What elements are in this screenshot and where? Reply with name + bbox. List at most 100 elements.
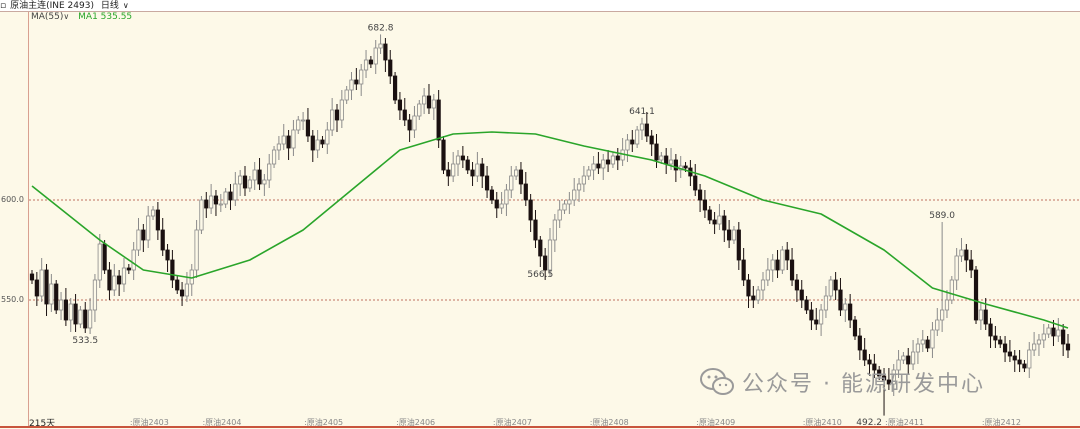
candle-up — [1027, 349, 1032, 369]
candle-up — [39, 269, 44, 297]
candle-up — [572, 189, 577, 201]
candle-up — [363, 59, 369, 71]
candle-down — [664, 155, 669, 165]
candle-up — [756, 289, 761, 301]
candle-up — [717, 215, 722, 225]
candle-down — [707, 209, 712, 221]
candle-down — [1051, 327, 1056, 337]
bottom-border — [0, 426, 1080, 428]
candle-up — [562, 203, 567, 211]
candle-down — [494, 199, 499, 209]
candle-down — [794, 279, 799, 291]
candle-down — [751, 295, 756, 301]
candle-down — [857, 335, 862, 351]
candle-down — [809, 309, 814, 321]
ma-indicator-selector[interactable]: MA(55)∨ — [31, 12, 69, 22]
price-annotation: 566.5 — [527, 270, 553, 280]
candle-up — [136, 229, 141, 251]
candle-up — [823, 295, 829, 311]
candle-down — [877, 369, 882, 377]
x-tick-label: :原油2409 — [696, 418, 736, 427]
candle-up — [635, 129, 640, 145]
ma-indicator-label: MA(55) — [31, 12, 64, 22]
candle-down — [727, 229, 732, 241]
candle-down — [775, 259, 780, 271]
candle-up — [770, 259, 775, 271]
candle-up — [252, 169, 257, 181]
ma-legend: MA(55)∨ MA1 535.55 — [31, 12, 132, 22]
candle-up — [819, 309, 824, 325]
candle-down — [746, 279, 751, 297]
candle-up — [780, 249, 785, 271]
candle-up — [547, 239, 553, 271]
candle-up — [731, 229, 737, 241]
candle-down — [528, 199, 533, 221]
menu-icon[interactable]: ▫ — [0, 1, 7, 11]
chevron-down-icon: ∨ — [63, 12, 70, 21]
candle-up — [184, 283, 190, 297]
candle-up — [422, 95, 427, 105]
candle-up — [58, 299, 64, 311]
candle-up — [131, 249, 136, 271]
candle-down — [383, 43, 388, 61]
candle-down — [126, 267, 131, 271]
ma-series-label: MA1 — [78, 12, 98, 22]
chart-header: ▫ 原油主连(INE 2493) 日线 ∨ — [0, 0, 1080, 12]
candle-up — [760, 279, 766, 291]
candle-down — [814, 319, 819, 325]
candle-up — [97, 243, 102, 281]
candle-down — [175, 279, 180, 291]
candle-up — [1046, 327, 1051, 335]
candle-down — [523, 183, 528, 201]
instrument-selector[interactable]: 原油主连(INE 2493) — [10, 1, 94, 11]
candle-up — [1056, 329, 1061, 337]
candle-down — [654, 143, 659, 161]
chevron-down-icon: ∨ — [122, 1, 129, 10]
candle-down — [1061, 329, 1066, 345]
candle-down — [596, 163, 601, 169]
candle-up — [121, 267, 127, 285]
candle-up — [199, 199, 204, 231]
candle-down — [204, 199, 209, 209]
period-selector[interactable]: 日线 ∨ — [101, 1, 133, 11]
candle-down — [852, 319, 858, 337]
candle-up — [954, 255, 959, 281]
y-tick-label: 550.0 — [1, 295, 24, 304]
ma-series-value: 535.55 — [100, 12, 133, 22]
x-tick-label: :原油2412 — [981, 418, 1021, 427]
candle-up — [1036, 339, 1042, 345]
candle-down — [480, 163, 485, 177]
candle-up — [509, 175, 514, 191]
candle-down — [518, 169, 524, 185]
candle-down — [484, 175, 490, 191]
candle-down — [354, 79, 359, 85]
candle-down — [334, 109, 340, 121]
candle-down — [117, 275, 122, 285]
candle-up — [475, 163, 480, 177]
candle-down — [54, 283, 59, 311]
candle-down — [155, 209, 160, 231]
candle-up — [78, 309, 83, 325]
candle-down — [1012, 355, 1017, 361]
candle-down — [964, 249, 969, 261]
candle-down — [973, 269, 979, 321]
candle-up — [930, 329, 935, 349]
ma-value: MA1 535.55 — [78, 12, 132, 22]
candle-up — [557, 209, 562, 221]
candle-down — [286, 135, 291, 149]
candle-down — [785, 249, 790, 261]
candle-down — [44, 269, 49, 305]
candle-down — [862, 349, 867, 361]
candle-down — [446, 169, 451, 177]
candle-down — [538, 239, 543, 257]
candle-up — [935, 319, 940, 331]
candle-down — [804, 299, 809, 311]
candle-up — [359, 69, 364, 85]
candle-down — [615, 155, 620, 161]
candle-down — [436, 99, 441, 141]
candle-down — [702, 199, 708, 211]
candle-up — [978, 309, 983, 321]
candle-up — [112, 275, 117, 291]
candle-up — [339, 99, 344, 121]
